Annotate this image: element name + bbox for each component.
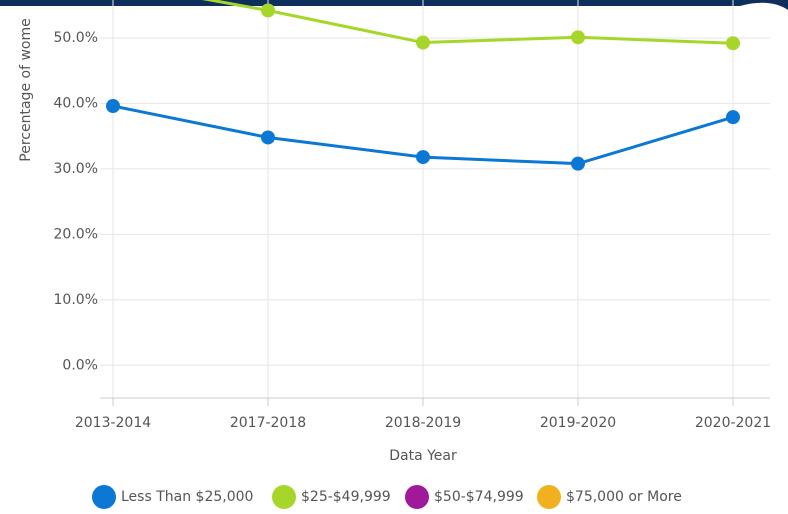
top-bar: [0, 0, 788, 10]
y-tick-label: 40.0%: [54, 95, 98, 111]
x-axis-title: Data Year: [389, 448, 457, 464]
x-tick-label: 2013-2014: [75, 415, 151, 431]
legend-swatch: [272, 485, 296, 509]
data-point: [726, 110, 740, 125]
x-tick-label: 2019-2020: [540, 415, 616, 431]
data-point: [571, 156, 585, 171]
data-point: [571, 30, 585, 45]
grid: 0.0% 10.0% 20.0% 30.0% 40.0% 50.0% 2013-2014 20…: [54, 0, 771, 431]
legend-swatch: [537, 485, 561, 509]
x-tick-label: 2018-2019: [385, 415, 461, 431]
data-point: [416, 35, 430, 50]
legend-label: $75,000 or More: [566, 489, 682, 505]
series-layer: [106, 0, 740, 171]
y-tick-label: 10.0%: [54, 292, 98, 308]
y-tick-label: 20.0%: [54, 226, 98, 242]
legend-label: Less Than $25,000: [121, 489, 253, 505]
x-tick-label: 2020-2021: [695, 415, 771, 431]
y-axis-title: Percentage of wome: [18, 18, 34, 161]
data-point: [261, 3, 275, 18]
legend-swatch: [92, 485, 116, 509]
data-point: [726, 36, 740, 51]
data-point: [106, 99, 120, 114]
y-tick-label: 0.0%: [62, 357, 98, 373]
y-tick-label: 50.0%: [54, 30, 98, 46]
x-tick-label: 2017-2018: [230, 415, 306, 431]
legend-label: $25-$49,999: [301, 489, 391, 505]
legend: Less Than $25,000 $25-$49,999 $50-$74,999 $…: [92, 485, 682, 509]
y-tick-label: 30.0%: [54, 161, 98, 177]
data-point: [261, 130, 275, 145]
data-point: [416, 150, 430, 165]
legend-swatch: [405, 485, 429, 509]
legend-label: $50-$74,999: [434, 489, 524, 505]
